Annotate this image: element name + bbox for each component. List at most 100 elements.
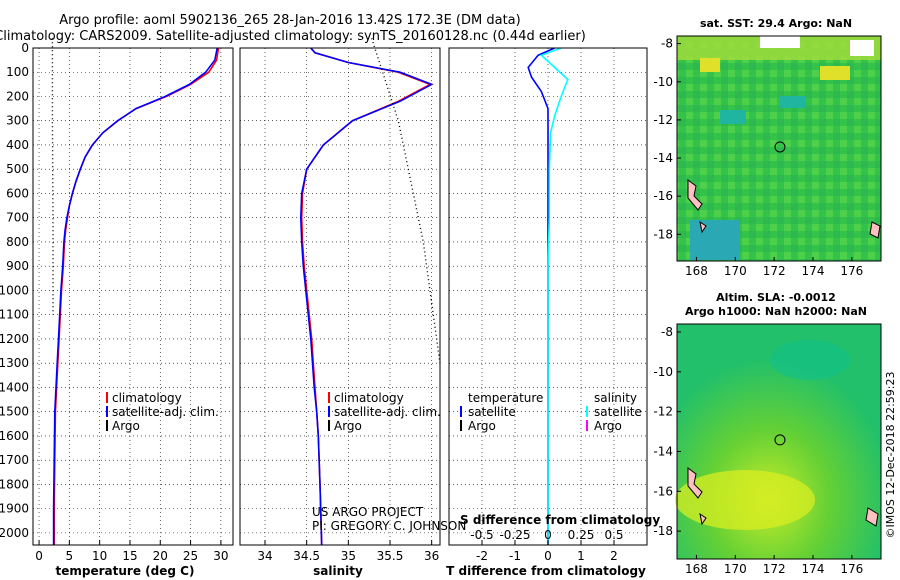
sst-warm-patch <box>700 58 720 72</box>
depth-tick-label: 500 <box>6 162 29 176</box>
salinity-xlabel: salinity <box>313 564 363 578</box>
map-y-tick-label: -18 <box>653 227 673 241</box>
pi-annotation: PI: GREGORY C. JOHNSON <box>312 519 466 533</box>
x-tick-label: 35.5 <box>377 549 404 563</box>
legend-satellite-label: satellite-adj. clim. <box>334 405 441 419</box>
s-diff-tick-label: 0.25 <box>568 528 595 542</box>
x-tick-label: 36 <box>424 549 439 563</box>
legend-sal-argo-swatch <box>586 420 588 431</box>
depth-tick-label: 1400 <box>0 380 29 394</box>
map-y-tick-label: -8 <box>661 325 673 339</box>
depth-tick-label: 1100 <box>0 308 29 322</box>
x-tick-label: 0 <box>35 549 43 563</box>
sst-cool-patch <box>720 110 746 124</box>
depth-tick-label: 900 <box>6 259 29 273</box>
map-x-tick-label: 172 <box>763 562 786 576</box>
map-y-tick-label: -12 <box>653 113 673 127</box>
temperature-panel: 0 5 10 15 20 25 30 temperature (deg C) climato… <box>32 38 234 578</box>
difference-xlabel-top: S difference from climatology <box>460 513 660 527</box>
island <box>699 512 707 526</box>
legend-sal-argo-label: Argo <box>594 419 622 433</box>
project-annotation: US ARGO PROJECT <box>312 505 424 519</box>
map-x-tick-label: 172 <box>763 264 786 278</box>
s-diff-tick-label: 0 <box>544 528 552 542</box>
figure-title-line2: Climatology: CARS2009. Satellite-adjuste… <box>0 29 586 44</box>
difference-legend: temperature satellite Argo salinity sate… <box>460 391 642 433</box>
map-x-tick-label: 168 <box>685 562 708 576</box>
x-tick-label: 35 <box>341 549 356 563</box>
depth-tick-label: 1500 <box>0 405 29 419</box>
depth-tick-label: 700 <box>6 211 29 225</box>
x-tick-label: 25 <box>183 549 198 563</box>
map-x-tick-label: 174 <box>802 562 825 576</box>
legend-argo-label: Argo <box>112 419 140 433</box>
series-satellite-adj-clim- <box>299 47 434 546</box>
legend-sal-satellite-label: satellite <box>594 405 642 419</box>
map-x-tick-label: 176 <box>840 562 863 576</box>
series-salinity-satellite <box>539 47 569 545</box>
profile-location-marker <box>774 141 786 153</box>
sla-map-frame <box>676 323 882 560</box>
sst-warm-patch <box>820 66 850 80</box>
depth-tick-label: 1200 <box>0 332 29 346</box>
map-y-tick-label: -10 <box>653 75 673 89</box>
map-x-tick-label: 176 <box>840 264 863 278</box>
legend-satellite-label: satellite-adj. clim. <box>112 405 219 419</box>
map-y-tick-label: -16 <box>653 189 673 203</box>
depth-tick-label: 2000 <box>0 526 29 540</box>
depth-tick-label: 1700 <box>0 453 29 467</box>
legend-argo-label: Argo <box>334 419 362 433</box>
depth-tick-label: 200 <box>6 89 29 103</box>
temperature-xlabel: temperature (deg C) <box>56 564 195 578</box>
x-tick-label: -1 <box>509 549 521 563</box>
temperature-legend: climatology satellite-adj. clim. Argo <box>106 391 219 433</box>
map-x-tick-label: 170 <box>724 562 747 576</box>
series-argo <box>371 38 441 364</box>
sla-map: Altim. SLA: -0.0012 Argo h1000: NaN h200… <box>653 291 882 576</box>
sla-low-region <box>770 340 850 380</box>
island <box>699 220 707 234</box>
map-x-tick-label: 170 <box>724 264 747 278</box>
map-y-tick-label: -10 <box>653 365 673 379</box>
legend-temp-argo-label: Argo <box>468 419 496 433</box>
legend-argo-swatch <box>106 420 108 431</box>
temperature-panel-frame <box>32 47 234 546</box>
figure-title-line1: Argo profile: aoml 5902136_265 28-Jan-20… <box>59 13 520 28</box>
sst-missing-data <box>760 36 800 48</box>
legend-argo-swatch <box>328 420 330 431</box>
salinity-panel: 34 34.5 35 35.5 36 salinity climatology sate… <box>239 38 466 578</box>
depth-tick-label: 0 <box>21 41 29 55</box>
legend-satellite-swatch <box>106 406 108 417</box>
difference-xlabel: T difference from climatology <box>446 564 646 578</box>
legend-climatology-label: climatology <box>112 391 182 405</box>
x-tick-label: 0 <box>544 549 552 563</box>
depth-tick-label: 800 <box>6 235 29 249</box>
depth-tick-label: 600 <box>6 186 29 200</box>
sla-high-region <box>675 470 815 530</box>
legend-temp-satellite-swatch <box>460 406 462 417</box>
map-x-tick-label: 168 <box>685 264 708 278</box>
legend-salinity-title: salinity <box>594 391 637 405</box>
series-temperature-satellite <box>527 47 555 545</box>
sst-missing-data <box>850 40 874 56</box>
legend-climatology-label: climatology <box>334 391 404 405</box>
series-climatology <box>53 47 220 545</box>
legend-temp-argo-swatch <box>460 420 462 431</box>
map-y-tick-label: -12 <box>653 405 673 419</box>
x-tick-label: 1 <box>577 549 585 563</box>
series-climatology <box>300 47 432 546</box>
s-diff-tick-label: -0.5 <box>470 528 493 542</box>
legend-sal-satellite-swatch <box>586 406 588 417</box>
difference-panel: -2 -1 0 1 2 -0.5 -0.25 0 0.25 0.5 S difference f… <box>446 47 660 578</box>
profile-location-marker <box>774 434 786 446</box>
vanuatu-island <box>687 179 703 211</box>
series-argo <box>51 38 54 315</box>
x-tick-label: 20 <box>153 549 168 563</box>
sst-map-title: sat. SST: 29.4 Argo: NaN <box>700 17 852 30</box>
legend-climatology-swatch <box>328 392 330 403</box>
depth-tick-label: 300 <box>6 114 29 128</box>
x-tick-label: 30 <box>213 549 228 563</box>
map-x-tick-label: 174 <box>802 264 825 278</box>
map-y-tick-label: -18 <box>653 524 673 538</box>
